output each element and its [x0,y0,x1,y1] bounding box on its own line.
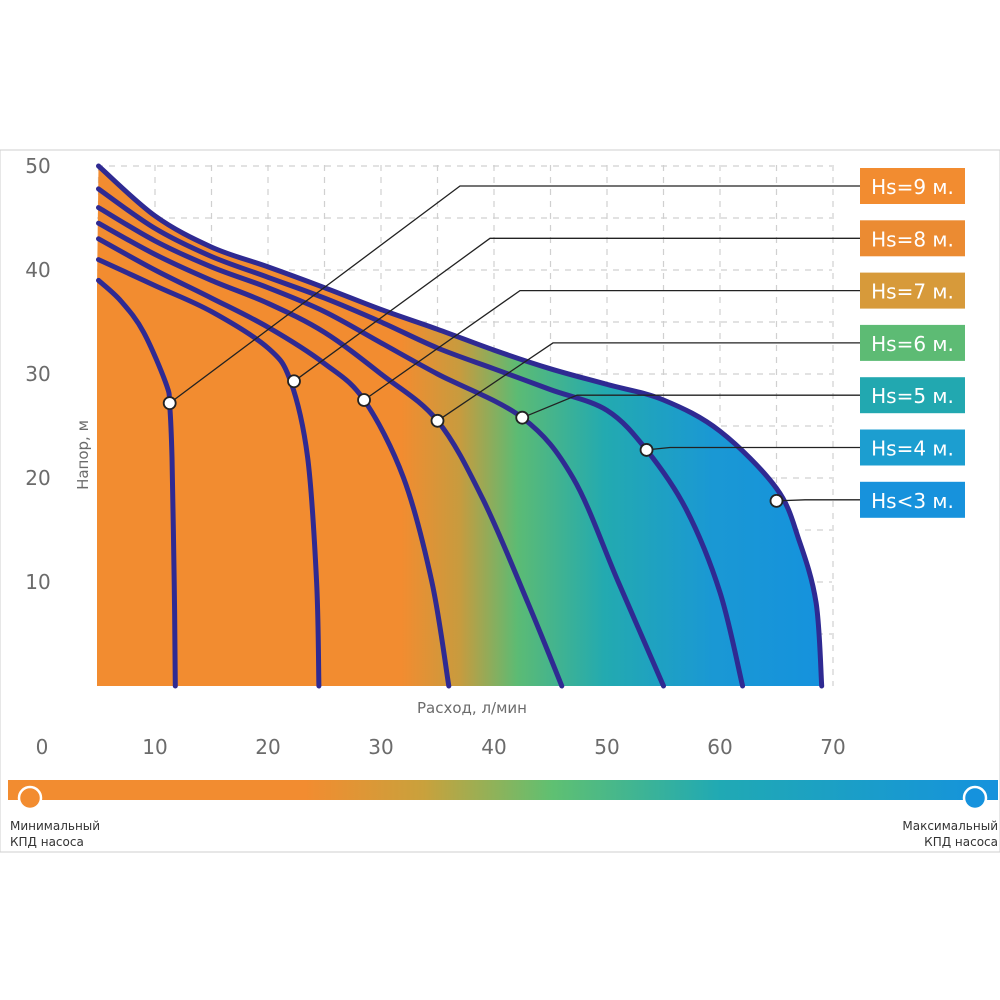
leader-line-6 [646,446,860,451]
curve-7 [96,163,825,689]
max-efficiency-caption: Максимальный КПД насоса [902,818,998,850]
plot-frame [0,149,1000,853]
legend-box-4 [860,324,965,361]
x-axis-ticks: 0 10 20 30 40 50 60 70 [36,735,846,759]
curve-marker-7 [769,493,784,508]
x-tick-label: 30 [368,735,393,759]
x-tick-label: 60 [707,735,732,759]
leader-line-5 [522,394,860,419]
x-tick-label: 70 [820,735,845,759]
legend-box-7 [860,481,965,518]
curve-marker-5 [515,410,530,425]
legend-label-7: Hs<3 м. [871,489,954,513]
min-efficiency-marker-icon [17,785,43,811]
y-tick-label: 20 [25,466,50,490]
leader-line-7 [776,499,860,502]
legend-box-1 [860,168,965,204]
curve-marker-4 [430,413,445,428]
x-tick-label: 40 [481,735,506,759]
max-efficiency-label-line1: Максимальный [902,819,998,833]
curve-markers [162,374,784,508]
min-efficiency-label-line1: Минимальный [10,819,101,833]
curve-3 [96,236,452,689]
y-tick-label: 40 [25,258,50,282]
leader-line-1 [169,185,860,404]
curve-5 [96,205,666,689]
y-axis-label: Напор, м [74,420,92,490]
legend-label-5: Hs=5 м. [871,384,954,408]
legend-label-2: Hs=8 м. [871,227,954,251]
y-tick-label: 50 [25,154,50,178]
x-tick-label: 0 [36,735,49,759]
legend-label-6: Hs=4 м. [871,437,954,461]
max-efficiency-label-line2: КПД насоса [924,835,998,849]
legend: Hs=9 м. Hs=8 м. Hs=7 м. Hs=6 м. Hs=5 м. Hs=4 … [860,168,965,518]
leader-line-2 [293,237,860,382]
x-tick-label: 10 [142,735,167,759]
performance-area-fill [97,166,822,686]
x-tick-label: 20 [255,735,280,759]
min-efficiency-caption: Минимальный КПД насоса [10,818,100,850]
leader-lines [169,185,860,502]
leader-line-3 [363,289,860,401]
curve-marker-2 [287,374,301,389]
legend-box-2 [860,220,965,257]
curve-6 [96,186,746,689]
x-tick-label: 50 [594,735,619,759]
legend-label-3: Hs=7 м. [871,280,954,304]
y-tick-label: 30 [25,362,50,386]
performance-curves [96,163,825,689]
max-efficiency-marker-icon [962,785,988,811]
y-axis-ticks: 10 20 30 40 50 [25,154,50,594]
x-axis-label: Расход, л/мин [417,699,527,717]
legend-box-6 [860,429,965,466]
legend-label-4: Hs=6 м. [871,332,954,356]
legend-label-1: Hs=9 м. [871,175,954,199]
curve-marker-6 [639,443,654,457]
legend-box-3 [860,272,965,309]
y-tick-label: 10 [25,570,50,594]
leader-line-4 [437,342,860,422]
efficiency-gradient-bar [8,780,998,800]
curve-marker-3 [357,393,371,407]
curve-4 [96,220,565,689]
curve-marker-1 [162,396,177,411]
min-efficiency-label-line2: КПД насоса [10,835,84,849]
legend-box-5 [860,377,965,414]
